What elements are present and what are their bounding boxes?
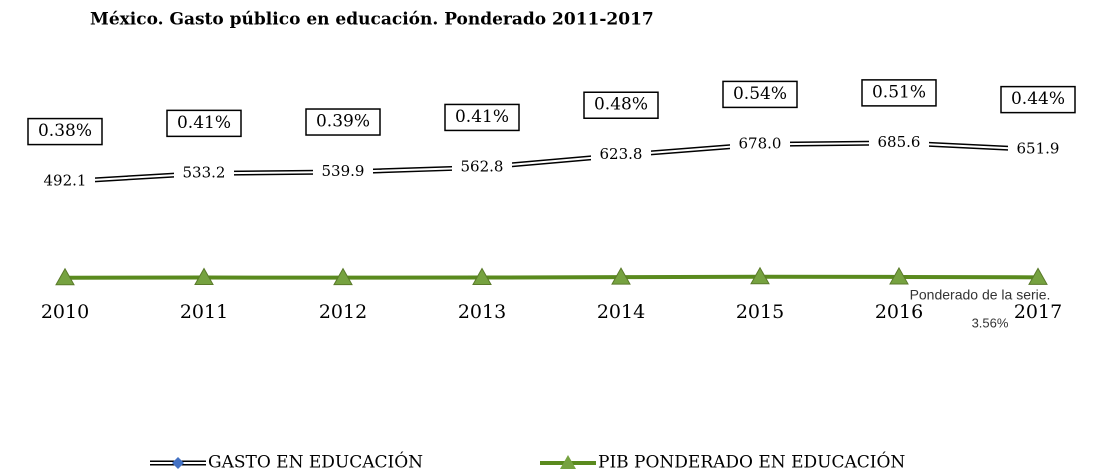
data-label-group: 492.1 [35,171,95,192]
data-label-bg [452,157,512,178]
marker [472,267,492,286]
marker [611,267,631,285]
x-tick-label: 2010 [41,301,89,323]
data-label: 533.2 [183,163,226,181]
data-label: 0.38% [38,121,92,141]
series-line [64,274,1039,280]
data-label: 651.9 [1017,140,1060,158]
x-tick-label: 2016 [875,301,923,323]
data-label-group: 623.8 [591,145,651,166]
x-tick-label: 2014 [597,301,645,323]
data-label: 492.1 [44,172,87,190]
data-label-group: 685.6 [869,132,929,153]
data-label: 539.9 [322,162,365,180]
data-label: 0.41% [455,107,509,127]
x-tick-label: 2013 [458,301,506,323]
data-label: 0.44% [1011,89,1065,109]
annotation: 3.56% [972,315,1009,330]
data-label-bg [1008,139,1068,160]
x-tick-label: 2012 [319,301,367,323]
data-label-box [444,103,520,132]
legend-marker [560,455,576,469]
data-label: 0.48% [594,95,648,115]
marker [333,267,353,286]
data-label-group: 651.9 [1008,139,1068,160]
marker [55,267,75,286]
data-label-bg [35,171,95,192]
data-label: 685.6 [878,133,921,151]
data-label-group: 678.0 [730,134,790,155]
data-label: 0.54% [733,84,787,104]
data-label-box [166,109,242,138]
marker [889,266,909,285]
data-label-box [305,108,381,136]
marker [750,266,770,285]
data-label-bg [591,145,651,166]
marker [1028,267,1048,285]
marker [194,267,214,286]
data-label-group: 562.8 [452,157,512,178]
legend-label: GASTO EN EDUCACIÓN [208,452,423,473]
data-label-bg [174,163,234,184]
data-label: 0.41% [177,113,231,133]
data-label: 0.51% [872,82,926,102]
x-tick-label: 2011 [180,301,228,323]
data-label-box [722,80,798,109]
data-label: 678.0 [739,134,782,152]
data-label-bg [869,132,929,153]
data-label-bg [313,162,373,183]
data-label-group: 539.9 [313,162,373,183]
data-label-group: 533.2 [174,163,234,184]
x-tick-label: 2015 [736,301,784,323]
legend-label: PIB PONDERADO EN EDUCACIÓN [598,452,905,473]
data-label-box [1000,85,1076,114]
data-label-box [583,91,659,119]
data-label-box [27,117,103,146]
data-label: 623.8 [600,145,643,163]
data-label-bg [730,134,790,155]
x-tick-label: 2017 [1014,301,1062,323]
data-label: 562.8 [461,157,504,175]
chart-title: México. Gasto público en educación. Pond… [90,10,654,30]
annotation: Ponderado de la serie. [910,287,1051,303]
data-label-box [861,79,937,107]
data-label: 0.39% [316,112,370,132]
legend-marker [172,457,184,469]
